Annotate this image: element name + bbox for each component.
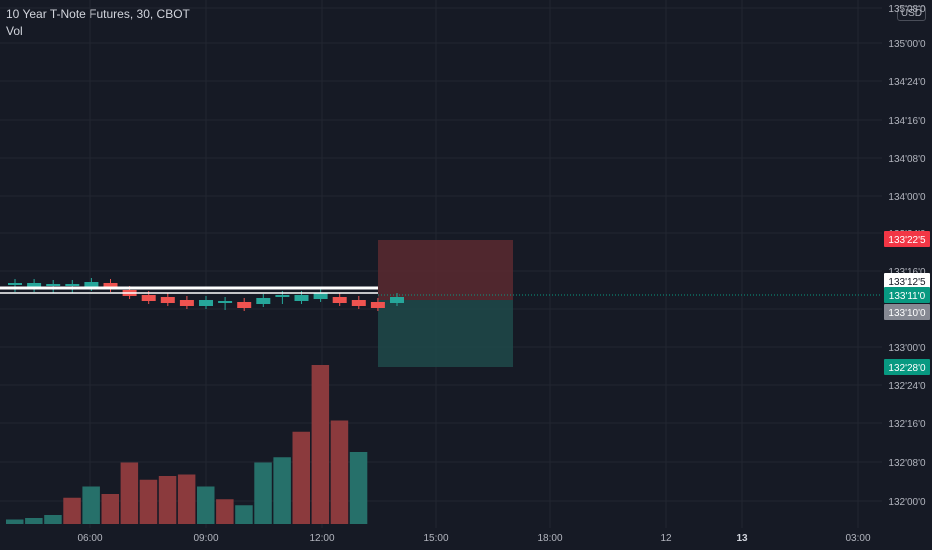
volume-bar	[6, 519, 24, 524]
volume-bar	[330, 420, 349, 524]
candle-body	[27, 283, 42, 289]
volume-bar	[292, 431, 310, 524]
volume-bar	[254, 462, 272, 524]
volume-label[interactable]: Vol	[6, 24, 23, 38]
volume-bar	[311, 365, 330, 524]
volume-bar	[273, 457, 291, 524]
price-tick-label: 135'00'0	[888, 39, 926, 50]
volume-bar	[120, 462, 139, 524]
volume-bar	[25, 518, 43, 524]
candle-body	[313, 293, 328, 299]
candle-body	[256, 298, 271, 304]
volume-bar	[82, 486, 100, 524]
time-axis-label: 09:00	[193, 533, 218, 544]
candle-body	[332, 297, 347, 303]
price-tick-label: 133'00'0	[888, 343, 926, 354]
price-tick-label: 133'16'0	[888, 267, 926, 278]
candle-body	[275, 295, 290, 297]
price-tick-label: 132'16'0	[888, 419, 926, 430]
price-tick-label: 132'24'0	[888, 381, 926, 392]
volume-bar	[197, 486, 215, 524]
volume-bar	[349, 452, 368, 524]
volume-bar	[235, 505, 253, 524]
time-axis-label: 12	[660, 533, 672, 544]
price-tag	[884, 287, 930, 303]
price-tick-label: 132'00'0	[888, 497, 926, 508]
candle-body	[65, 284, 80, 286]
time-axis-label: 18:00	[537, 533, 562, 544]
price-tag-label: 133'11'0	[889, 291, 926, 302]
price-tag	[884, 304, 930, 320]
candle-body	[351, 300, 366, 306]
price-tick-label: 135'08'0	[888, 4, 926, 15]
price-tick-label: 134'16'0	[888, 116, 926, 127]
candle-body	[8, 283, 22, 285]
candle-body	[370, 302, 385, 308]
candle-body	[294, 295, 309, 301]
volume-bar	[44, 515, 62, 524]
volume-bar	[177, 474, 196, 524]
volume-bar	[158, 476, 177, 524]
time-axis-label: 12:00	[309, 533, 334, 544]
candle-body	[199, 300, 213, 306]
candle-body	[103, 283, 118, 289]
symbol-title[interactable]: 10 Year T-Note Futures, 30, CBOT	[6, 7, 190, 21]
candle-body	[141, 295, 156, 301]
candle-body	[84, 282, 99, 288]
candle-body	[179, 300, 194, 306]
volume-bar	[216, 499, 234, 524]
chart-legend: 10 Year T-Note Futures, 30, CBOT Vol	[6, 6, 190, 40]
candle-body	[160, 297, 175, 303]
time-axis-label: 06:00	[77, 533, 102, 544]
volume-bar	[101, 494, 119, 524]
price-tag	[884, 273, 930, 289]
currency-badge[interactable]: USD	[896, 6, 926, 21]
price-tag-label: 133'10'0	[888, 308, 926, 319]
price-tag	[884, 359, 930, 375]
volume-bar	[139, 479, 158, 524]
price-tick-label: 134'24'0	[888, 77, 926, 88]
time-axis-label: 15:00	[423, 533, 448, 544]
price-tick-label: 134'08'0	[888, 154, 926, 165]
take-profit-zone	[378, 300, 513, 367]
price-tick-label: 134'00'0	[888, 192, 926, 203]
candle-body	[218, 301, 233, 303]
time-axis-label: 03:00	[845, 533, 870, 544]
price-tag	[884, 231, 930, 247]
time-axis-label: 13	[736, 533, 748, 544]
volume-bar	[63, 497, 81, 524]
candle-body	[237, 302, 252, 308]
price-tag-label: 133'22'5	[888, 235, 926, 246]
candle-body	[390, 297, 404, 303]
stop-loss-zone	[378, 240, 513, 300]
price-tag-label: 132'28'0	[888, 363, 926, 374]
price-tag-label: 133'12'5	[888, 277, 926, 288]
candle-body	[46, 284, 61, 286]
price-tick-label: 132'08'0	[888, 458, 926, 469]
